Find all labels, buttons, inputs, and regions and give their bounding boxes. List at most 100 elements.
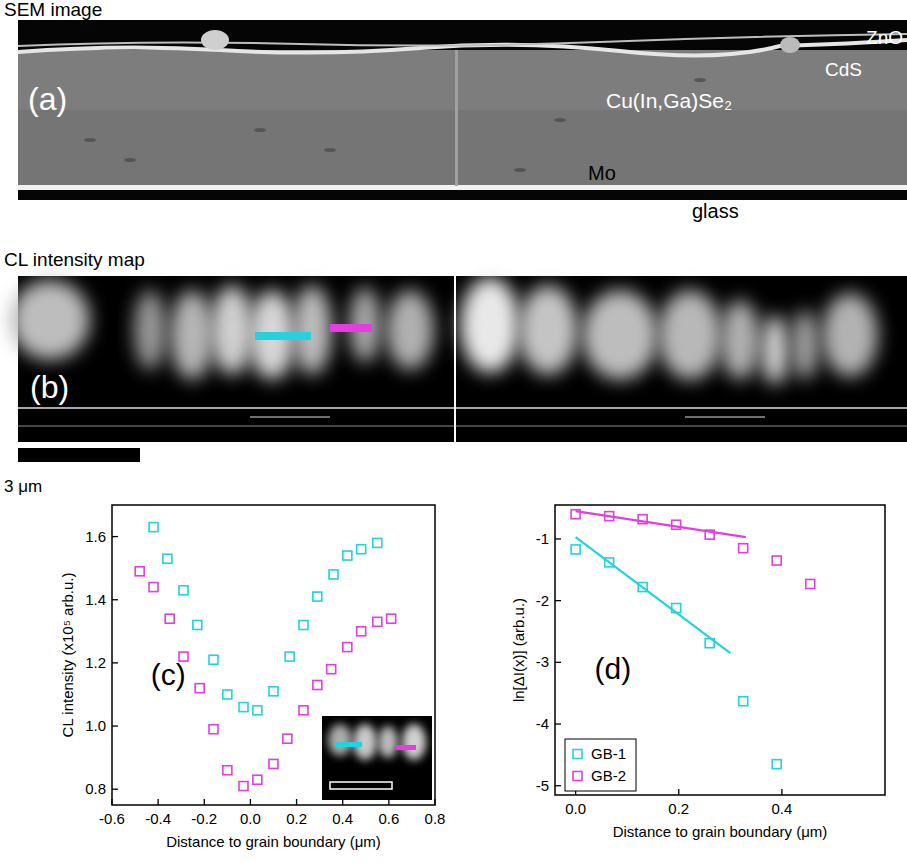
- point: [299, 621, 308, 630]
- point: [195, 684, 204, 693]
- x-tick: [678, 789, 679, 795]
- point: [163, 554, 172, 563]
- x-tick: [157, 799, 158, 805]
- grain: [518, 285, 578, 375]
- point: [193, 621, 202, 630]
- sem-bg: [18, 20, 907, 200]
- grain: [10, 280, 90, 360]
- inset-grain: [402, 724, 426, 760]
- point: [571, 545, 580, 554]
- texture: [694, 78, 706, 82]
- texture: [84, 138, 96, 142]
- y-tick-label: 1.4: [85, 591, 106, 608]
- point: [269, 759, 278, 768]
- plot-area: [571, 510, 815, 769]
- plot-area: [135, 523, 395, 791]
- y-tick-label: -2: [536, 592, 549, 609]
- grain: [582, 290, 658, 380]
- grain: [386, 290, 434, 370]
- layer-label: Mo: [588, 162, 616, 184]
- sem-image: [18, 20, 907, 200]
- cl-map: [10, 276, 907, 442]
- figure: SEM image(a)ZnOCdSCu(In,Ga)Se₂MoglassCL …: [0, 0, 907, 863]
- frame: [555, 505, 885, 795]
- point: [149, 583, 158, 592]
- info-strip: [18, 404, 907, 442]
- info-rule: [18, 426, 907, 427]
- x-axis-title: Distance to grain boundary (μm): [613, 823, 828, 840]
- gb-marker: [330, 324, 372, 332]
- y-tick: [555, 785, 561, 786]
- x-tick: [781, 789, 782, 795]
- x-tick-label: -0.4: [145, 810, 171, 827]
- fit-line: [576, 537, 731, 653]
- x-tick-label: -0.6: [99, 810, 125, 827]
- point: [239, 782, 248, 791]
- frame: [112, 505, 435, 805]
- x-tick-label: 0.6: [378, 810, 399, 827]
- legend-box: [565, 739, 636, 791]
- x-axis-title: Distance to grain boundary (μm): [166, 833, 381, 850]
- texture: [514, 168, 526, 172]
- y-tick-label: 1.0: [85, 717, 106, 734]
- point: [373, 617, 382, 626]
- x-tick-label: 0.0: [240, 810, 261, 827]
- divider: [454, 276, 456, 442]
- point: [135, 567, 144, 576]
- x-tick-label: 0.8: [425, 810, 446, 827]
- legend-label: GB-1: [591, 745, 626, 762]
- point: [223, 690, 232, 699]
- y-tick: [555, 600, 561, 601]
- grain: [658, 290, 722, 380]
- particle: [780, 37, 800, 53]
- point: [357, 545, 366, 554]
- zno-line: [18, 34, 907, 46]
- x-tick: [296, 799, 297, 805]
- chart: -0.6-0.4-0.20.00.20.40.60.80.81.01.21.41…: [59, 505, 445, 850]
- y-tick-label: 1.2: [85, 654, 106, 671]
- point: [209, 725, 218, 734]
- y-tick: [112, 789, 118, 790]
- y-axis-title: ln[ΔI(x)] (arb.u.): [510, 598, 527, 702]
- mo-layer: [18, 185, 907, 190]
- y-tick-label: -3: [536, 653, 549, 670]
- inset-grain: [378, 726, 398, 758]
- grain: [791, 310, 819, 380]
- point: [253, 706, 262, 715]
- x-tick-label: 0.2: [286, 810, 307, 827]
- scale-label: 3 μm: [4, 477, 42, 496]
- x-tick-label: 0.4: [332, 810, 353, 827]
- gb-marker: [336, 742, 362, 747]
- point: [739, 697, 748, 706]
- info-bar: [250, 417, 330, 418]
- point: [165, 614, 174, 623]
- panel-heading: CL intensity map: [4, 249, 145, 270]
- layer-label: ZnO: [866, 27, 903, 48]
- point: [313, 681, 322, 690]
- point: [806, 579, 815, 588]
- y-tick-label: 0.8: [85, 780, 106, 797]
- scale-bar: [18, 448, 140, 462]
- point: [283, 734, 292, 743]
- point: [253, 775, 262, 784]
- gb-marker: [255, 332, 311, 340]
- grain: [822, 293, 878, 377]
- point: [772, 760, 781, 769]
- point: [329, 570, 338, 579]
- panel-letter: (a): [28, 81, 67, 117]
- y-tick: [555, 538, 561, 539]
- panel-heading: SEM image: [4, 0, 102, 20]
- point: [299, 706, 308, 715]
- x-tick-label: -0.2: [191, 810, 217, 827]
- point: [327, 665, 336, 674]
- point: [239, 703, 248, 712]
- point: [357, 627, 366, 636]
- x-tick-label: 0.0: [565, 800, 586, 817]
- chart: 0.00.20.4-1-2-3-4-5Distance to grain bou…: [510, 505, 885, 840]
- point: [373, 538, 382, 547]
- x-tick: [204, 799, 205, 805]
- point: [179, 586, 188, 595]
- point: [387, 614, 396, 623]
- cigs-shade: [18, 110, 907, 186]
- layer-label: CdS: [825, 59, 862, 80]
